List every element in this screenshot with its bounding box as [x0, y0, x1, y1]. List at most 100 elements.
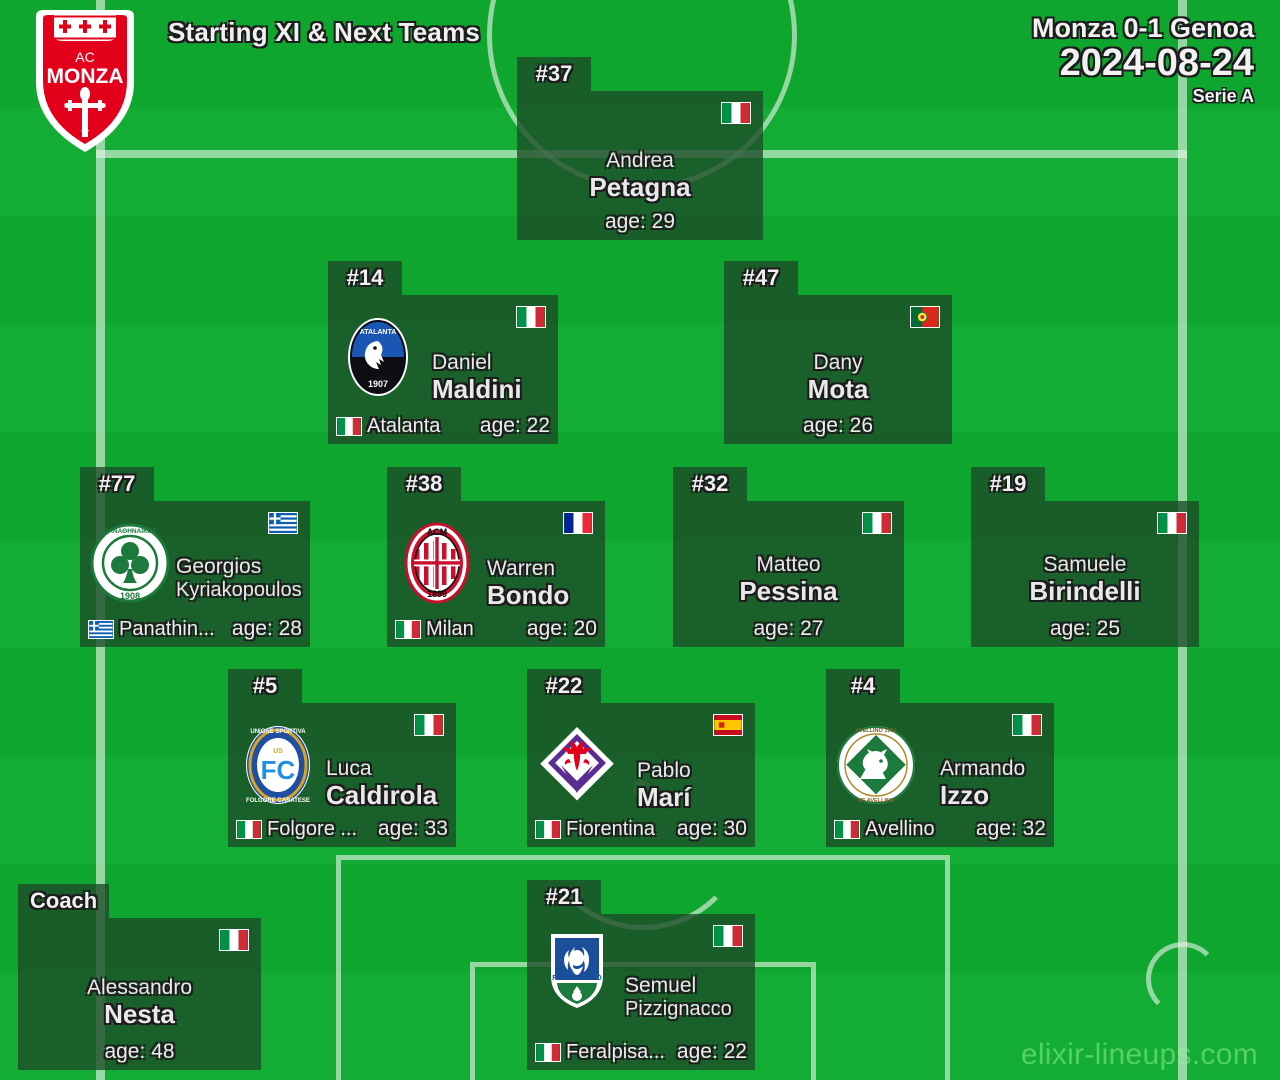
club-flag-it	[336, 416, 362, 436]
pitch-corner-arc	[1146, 942, 1220, 1016]
player-card-footer: Atalanta age: 22	[328, 414, 558, 438]
player-card[interactable]: #19 Samuele Birindelli age: 25	[971, 467, 1199, 647]
player-age: age: 22	[479, 414, 550, 437]
svg-text:ΠΑΝΑΘΗΝΑΪΚΟΣ: ΠΑΝΑΘΗΝΑΪΚΟΣ	[104, 527, 157, 535]
player-card[interactable]: #38 ACM 1899 Warren	[387, 467, 605, 647]
player-number: #47	[742, 265, 780, 290]
site-watermark: elixir-lineups.com	[1020, 1038, 1258, 1071]
player-number-tab: #47	[724, 261, 798, 295]
player-number-tab: #22	[527, 669, 601, 703]
player-first-name: Luca	[326, 757, 372, 780]
player-number-tab: #77	[80, 467, 154, 501]
player-age: age: 30	[676, 817, 747, 840]
page-title: Starting XI & Next Teams	[168, 17, 481, 47]
player-card-body: 1908 ΠΑΝΑΘΗΝΑΪΚΟΣ Georgios Kyriakopoulos…	[80, 501, 310, 647]
player-number-tab: #4	[826, 669, 900, 703]
player-last-name: Mota	[807, 373, 869, 404]
player-number-tab: #19	[971, 467, 1045, 501]
player-card[interactable]: #21 FERALPISALÒ Semuel	[527, 880, 755, 1070]
player-card[interactable]: #14 ATALANTA 1907 Daniel Maldini Atalant…	[328, 261, 558, 444]
club-badge-folgore-caratese: US FC UNIONE SPORTIVA FOLGORE CARATESE	[246, 726, 310, 804]
club-badge-avellino: AVELLINO 1912 US AVELLINO	[837, 726, 915, 804]
player-card[interactable]: #22 Pablo Marí Fiorentina age:	[527, 669, 755, 847]
player-last-name: Marí	[637, 781, 691, 812]
svg-text:UNIONE SPORTIVA: UNIONE SPORTIVA	[250, 729, 306, 735]
player-last-name: Pessina	[739, 575, 838, 606]
svg-text:ACM: ACM	[427, 527, 448, 537]
player-number-tab: #21	[527, 880, 601, 914]
player-card-body: Dany Mota age: 26	[724, 295, 952, 444]
nationality-flag-it	[219, 929, 249, 951]
player-age: age: 27	[753, 617, 824, 640]
player-last-name: Birindelli	[1029, 575, 1141, 606]
svg-text:1908: 1908	[120, 591, 140, 601]
coach-first-name: Alessandro	[86, 976, 193, 999]
svg-text:AVELLINO 1912: AVELLINO 1912	[855, 728, 896, 734]
player-card[interactable]: #32 Matteo Pessina age: 27	[673, 467, 904, 647]
nationality-flag-es	[713, 714, 743, 736]
player-card[interactable]: #37 Andrea Petagna age: 29	[517, 57, 763, 240]
club-badge-fiorentina	[540, 727, 614, 801]
player-number-tab: #5	[228, 669, 302, 703]
player-age: age: 28	[231, 617, 302, 640]
player-last-name: Kyriakopoulos	[176, 578, 302, 601]
player-card[interactable]: #47 Dany Mota age: 26	[724, 261, 952, 444]
player-first-name: Warren	[487, 557, 556, 580]
player-card-footer: Milan age: 20	[387, 617, 605, 641]
competition-label: Serie A	[1192, 86, 1254, 107]
player-first-name: Matteo	[756, 553, 821, 576]
player-card[interactable]: #5 US FC UNIONE SPORTIVA FOLGORE CARATES…	[228, 669, 456, 847]
coach-last-name: Nesta	[104, 998, 175, 1029]
player-last-name: Petagna	[589, 171, 691, 202]
player-first-name: Pablo	[637, 759, 691, 782]
player-card[interactable]: #4 AVELLINO 1912 US AVELLINO Armando Izz…	[826, 669, 1054, 847]
player-number: #77	[98, 471, 136, 496]
player-number-tab: #38	[387, 467, 461, 501]
player-age: age: 29	[604, 210, 676, 233]
player-number: #5	[252, 673, 278, 698]
player-number-tab: #32	[673, 467, 747, 501]
player-club: Folgore ...	[267, 817, 358, 840]
player-card-body: US FC UNIONE SPORTIVA FOLGORE CARATESE L…	[228, 703, 456, 847]
svg-text:US AVELLINO: US AVELLINO	[858, 798, 895, 804]
player-first-name: Andrea	[606, 149, 674, 172]
player-card-body: AVELLINO 1912 US AVELLINO Armando Izzo A…	[826, 703, 1054, 847]
club-flag-it	[834, 819, 860, 839]
nationality-flag-it	[1012, 714, 1042, 736]
coach-label-tab: Coach	[18, 884, 110, 918]
svg-text:FC: FC	[261, 755, 296, 785]
player-card-footer: Avellino age: 32	[826, 817, 1054, 841]
nationality-flag-fr	[563, 512, 593, 534]
svg-text:FERALPISALÒ: FERALPISALÒ	[552, 973, 602, 982]
club-flag-it	[535, 819, 561, 839]
player-club: Feralpisa...	[566, 1040, 665, 1063]
player-first-name: Daniel	[432, 351, 492, 374]
club-badge-milan: ACM 1899	[404, 522, 470, 604]
player-last-name: Pizzignacco	[625, 997, 732, 1020]
player-card-body: Matteo Pessina age: 27	[673, 501, 904, 647]
nationality-flag-it	[516, 306, 546, 328]
player-first-name: Samuele	[1043, 553, 1127, 576]
player-card-body: Andrea Petagna age: 29	[517, 91, 763, 240]
player-club: Avellino	[865, 817, 935, 840]
club-flag-it	[535, 1042, 561, 1062]
club-flag-it	[395, 619, 421, 639]
player-club: Panathin...	[119, 617, 215, 640]
player-age: age: 33	[377, 817, 448, 840]
player-age: age: 25	[1049, 617, 1121, 640]
player-first-name: Dany	[813, 351, 863, 374]
player-card[interactable]: #77 1908 ΠΑΝΑΘΗΝΑΪΚΟΣ Ge	[80, 467, 310, 647]
svg-text:1907: 1907	[368, 379, 388, 389]
player-number: #21	[545, 884, 583, 909]
coach-card-body: Alessandro Nesta age: 48	[18, 918, 261, 1070]
svg-text:FOLGORE CARATESE: FOLGORE CARATESE	[246, 798, 310, 804]
coach-card[interactable]: Coach Alessandro Nesta age: 48	[18, 884, 261, 1070]
coach-age: age: 48	[104, 1040, 175, 1063]
match-info: Monza 0-1 Genoa 2024-08-24 Serie A	[1032, 14, 1254, 107]
svg-text:1899: 1899	[427, 589, 447, 599]
nationality-flag-it	[414, 714, 444, 736]
svg-text:US: US	[273, 748, 283, 755]
ac-monza-crest: AC MONZA	[36, 10, 134, 152]
player-number: #37	[535, 61, 573, 86]
